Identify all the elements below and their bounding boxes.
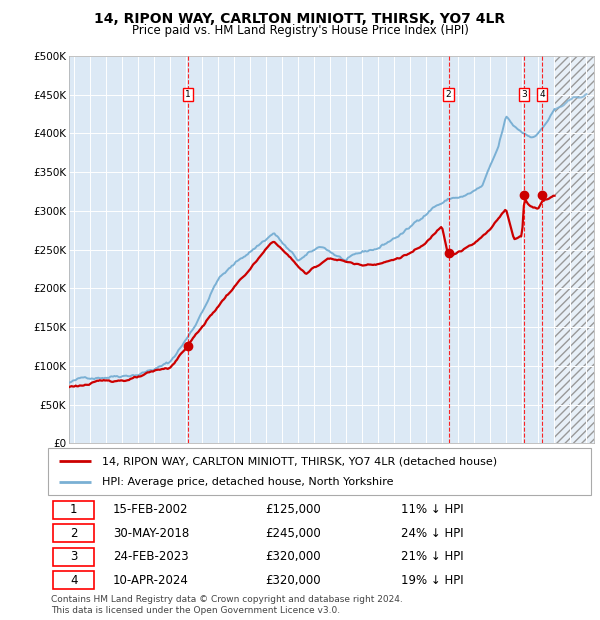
- Text: 4: 4: [539, 90, 545, 99]
- Text: 11% ↓ HPI: 11% ↓ HPI: [401, 503, 464, 516]
- Text: £320,000: £320,000: [265, 574, 321, 587]
- FancyBboxPatch shape: [53, 525, 94, 542]
- Text: 2: 2: [446, 90, 451, 99]
- Text: 3: 3: [521, 90, 527, 99]
- Text: 3: 3: [70, 551, 77, 563]
- FancyBboxPatch shape: [53, 548, 94, 565]
- Text: 4: 4: [70, 574, 77, 587]
- Text: 14, RIPON WAY, CARLTON MINIOTT, THIRSK, YO7 4LR (detached house): 14, RIPON WAY, CARLTON MINIOTT, THIRSK, …: [103, 456, 497, 466]
- Text: 1: 1: [185, 90, 191, 99]
- Text: HPI: Average price, detached house, North Yorkshire: HPI: Average price, detached house, Nort…: [103, 477, 394, 487]
- Text: 2: 2: [70, 527, 77, 539]
- Text: £320,000: £320,000: [265, 551, 321, 563]
- Text: £245,000: £245,000: [265, 527, 321, 539]
- Text: 30-MAY-2018: 30-MAY-2018: [113, 527, 190, 539]
- Bar: [554, 56, 594, 443]
- Text: 1: 1: [70, 503, 77, 516]
- Text: 21% ↓ HPI: 21% ↓ HPI: [401, 551, 464, 563]
- Text: £125,000: £125,000: [265, 503, 321, 516]
- Text: 19% ↓ HPI: 19% ↓ HPI: [401, 574, 464, 587]
- Text: 24-FEB-2023: 24-FEB-2023: [113, 551, 189, 563]
- Text: 14, RIPON WAY, CARLTON MINIOTT, THIRSK, YO7 4LR: 14, RIPON WAY, CARLTON MINIOTT, THIRSK, …: [94, 12, 506, 27]
- FancyBboxPatch shape: [53, 501, 94, 518]
- FancyBboxPatch shape: [53, 572, 94, 589]
- Text: 10-APR-2024: 10-APR-2024: [113, 574, 189, 587]
- Text: 24% ↓ HPI: 24% ↓ HPI: [401, 527, 464, 539]
- Text: Contains HM Land Registry data © Crown copyright and database right 2024.
This d: Contains HM Land Registry data © Crown c…: [51, 595, 403, 614]
- Text: 15-FEB-2002: 15-FEB-2002: [113, 503, 188, 516]
- Text: Price paid vs. HM Land Registry's House Price Index (HPI): Price paid vs. HM Land Registry's House …: [131, 24, 469, 37]
- Bar: [554, 56, 594, 443]
